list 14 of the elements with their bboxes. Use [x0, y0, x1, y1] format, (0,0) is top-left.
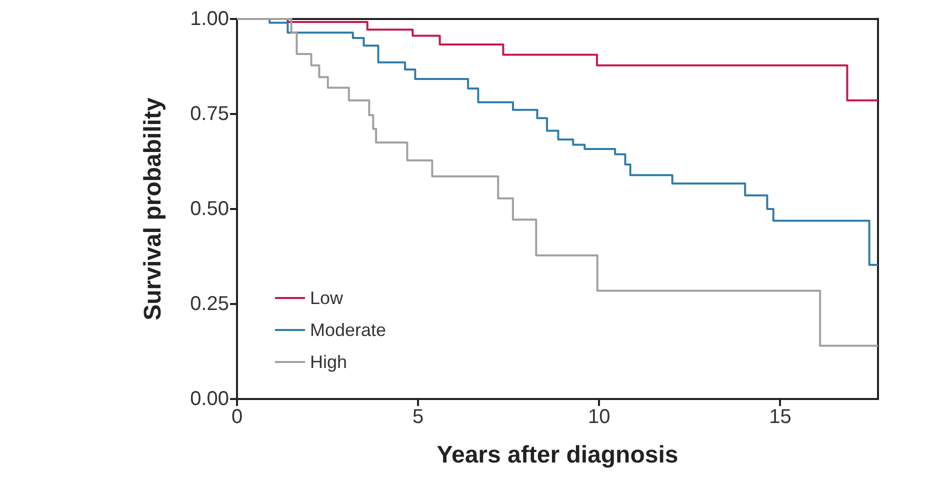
x-tick-label: 10	[588, 406, 610, 428]
y-tick-label: 0.00	[190, 388, 229, 410]
legend-label: High	[310, 352, 348, 372]
x-tick-label: 0	[231, 406, 243, 428]
y-tick-label: 0.75	[190, 103, 229, 125]
legend-label: Moderate	[310, 320, 386, 340]
x-tick-label: 15	[769, 406, 792, 428]
y-tick-label: 0.25	[190, 293, 229, 315]
x-axis-title: Years after diagnosis	[436, 442, 678, 468]
legend-label: Low	[310, 288, 344, 308]
y-axis-title: Survival probability	[140, 96, 166, 320]
y-tick-label: 1.00	[190, 8, 229, 30]
x-tick-label: 5	[412, 406, 424, 428]
y-tick-label: 0.50	[190, 198, 229, 220]
